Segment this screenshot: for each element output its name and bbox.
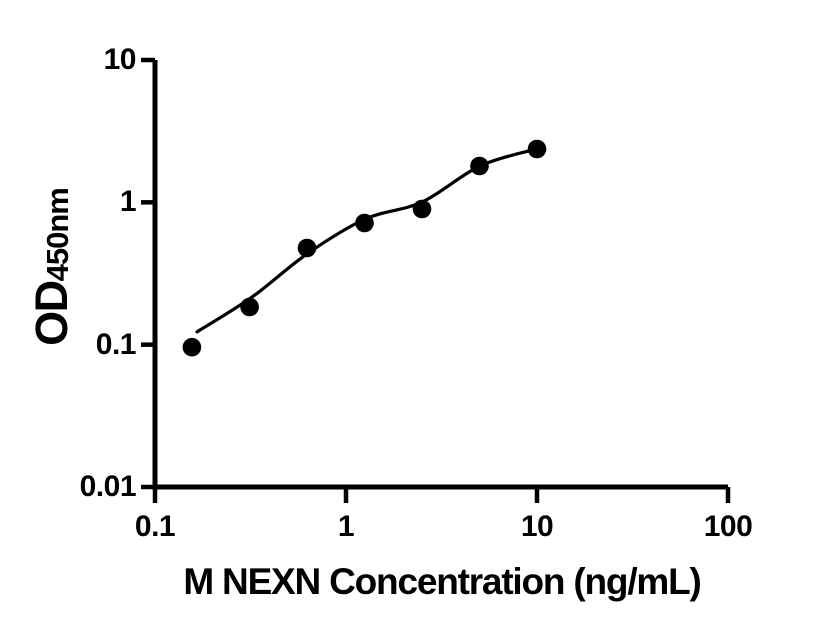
data-point (182, 337, 202, 357)
data-point (412, 199, 432, 219)
data-point (527, 139, 547, 159)
y-axis-title: OD450nm (24, 97, 80, 437)
x-tick-label-100: 100 (703, 510, 753, 543)
y-tick-label-0-01: 0.01 (79, 470, 137, 503)
y-tick-label-1: 1 (119, 185, 137, 219)
y-axis-title-main: OD (26, 281, 77, 346)
data-point (470, 156, 489, 176)
x-tick-label-0-1: 0.1 (134, 510, 176, 543)
x-tick-label-10: 10 (520, 510, 554, 543)
x-tick-label-1: 1 (337, 510, 355, 543)
axis-lines (152, 60, 728, 490)
y-tick-label-10: 10 (103, 43, 137, 76)
y-tick-label-0-1: 0.1 (95, 327, 137, 361)
y-axis-title-subscript: 450nm (40, 188, 75, 282)
data-point (240, 297, 259, 317)
data-point (297, 238, 317, 258)
x-axis-title: M NEXN Concentration (ng/mL) (183, 561, 701, 602)
data-point (355, 213, 374, 233)
